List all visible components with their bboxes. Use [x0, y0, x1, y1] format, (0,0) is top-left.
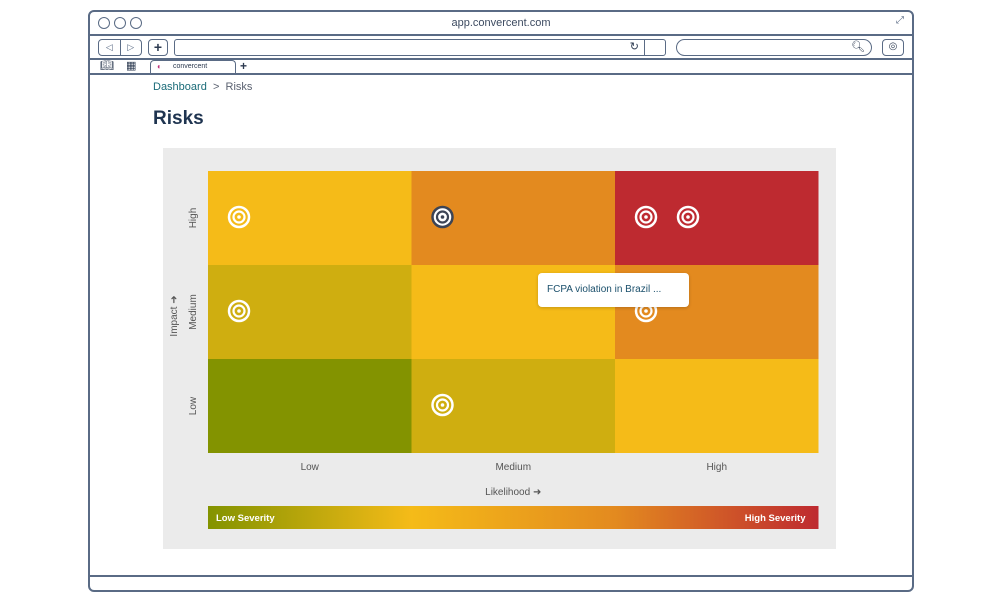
- address-bar[interactable]: ↻: [174, 39, 666, 56]
- browser-window: app.convercent.com ⤢ ◁ ▷ + ↻ 🔍︎ ◎ 📖︎ ▦ ◐…: [88, 10, 914, 592]
- browser-toolbar: ◁ ▷ + ↻ 🔍︎ ◎: [90, 36, 912, 60]
- back-button[interactable]: ◁: [99, 40, 121, 55]
- new-tab-button[interactable]: +: [240, 59, 248, 73]
- risk-marker-7-outer-ring[interactable]: [431, 393, 454, 417]
- severity-low-label: Low Severity: [216, 513, 275, 524]
- risk-marker-1-center[interactable]: [237, 215, 241, 219]
- breadcrumb-current: Risks: [225, 81, 253, 93]
- window-title: app.convercent.com: [451, 17, 551, 29]
- risk-marker-2-center[interactable]: [440, 215, 445, 219]
- risk-marker-4-center[interactable]: [686, 215, 690, 219]
- matrix-cell-low-impact-medium-likelihood[interactable]: [411, 359, 616, 453]
- risk-marker-5-outer-ring[interactable]: [227, 299, 251, 323]
- page-content: Dashboard > Risks Risks High Medium Low Imp…: [90, 74, 912, 574]
- toolbar-divider: [90, 58, 912, 60]
- likelihood-axis-label: Likelihood ➜: [485, 487, 541, 498]
- nav-buttons: ◁ ▷: [98, 39, 142, 56]
- risk-marker-5-inner-ring[interactable]: [232, 304, 246, 318]
- convercent-logo-icon: ◐: [157, 62, 162, 71]
- risk-marker-1-outer-ring[interactable]: [227, 205, 251, 229]
- matrix-cell-high-impact-low-likelihood[interactable]: [208, 171, 412, 265]
- close-window-icon[interactable]: [98, 17, 110, 29]
- severity-high-label: High Severity: [745, 513, 806, 524]
- risk-marker-1-inner-ring[interactable]: [232, 210, 246, 224]
- severity-scale-bar: [208, 506, 819, 529]
- impact-label-low: Low: [188, 396, 199, 415]
- impact-label-medium: Medium: [188, 294, 199, 330]
- fullscreen-icon[interactable]: ⤢: [896, 15, 904, 26]
- risk-tooltip[interactable]: FCPA violation in Brazil ...: [538, 273, 689, 307]
- risk-marker-3-inner-ring[interactable]: [639, 210, 653, 224]
- breadcrumb: Dashboard > Risks: [153, 81, 252, 93]
- matrix-cell-low-impact-high-likelihood[interactable]: [615, 359, 819, 453]
- bookmarks-icon[interactable]: 📖︎: [100, 60, 114, 72]
- impact-axis-label: Impact ➜: [169, 295, 180, 336]
- risk-marker-4-inner-ring[interactable]: [681, 210, 695, 224]
- titlebar-divider: [90, 34, 912, 36]
- risk-marker-4-outer-ring[interactable]: [676, 205, 700, 229]
- address-divider: [643, 39, 645, 55]
- impact-label-high: High: [188, 208, 199, 229]
- minimize-window-icon[interactable]: [114, 17, 126, 29]
- risk-marker-7-center[interactable]: [440, 403, 445, 407]
- title-bar: app.convercent.com ⤢: [90, 12, 912, 36]
- tab-bar: 📖︎ ▦ ◐ convercent +: [90, 59, 912, 74]
- apps-grid-icon[interactable]: ▦: [126, 60, 137, 72]
- likelihood-label-high: High: [706, 462, 727, 473]
- risk-matrix-panel: High Medium Low Impact ➜ Low Medium High Likeli…: [163, 148, 836, 549]
- likelihood-label-medium: Medium: [495, 462, 531, 473]
- forward-button[interactable]: ▷: [127, 42, 135, 52]
- reload-icon[interactable]: ↻: [629, 41, 639, 53]
- page-title: Risks: [153, 108, 204, 129]
- tab-convercent[interactable]: ◐ convercent: [150, 60, 236, 74]
- new-window-button[interactable]: +: [148, 39, 168, 56]
- download-icon[interactable]: ◎: [882, 39, 904, 56]
- risk-marker-7-inner-ring[interactable]: [435, 398, 450, 412]
- risk-marker-5-center[interactable]: [237, 309, 241, 313]
- matrix-cell-high-impact-high-likelihood[interactable]: [615, 171, 819, 265]
- likelihood-label-low: Low: [301, 462, 320, 473]
- breadcrumb-dashboard-link[interactable]: Dashboard: [153, 81, 207, 93]
- risk-matrix: High Medium Low Impact ➜ Low Medium High Likeli…: [169, 171, 819, 529]
- matrix-cell-low-impact-low-likelihood[interactable]: [208, 359, 412, 453]
- tabbar-divider: [90, 73, 912, 75]
- matrix-cell-medium-impact-low-likelihood[interactable]: [208, 265, 412, 359]
- search-icon[interactable]: 🔍︎: [851, 41, 865, 53]
- search-field[interactable]: 🔍︎: [676, 39, 872, 56]
- status-bar-divider: [90, 575, 912, 577]
- risk-marker-3-center[interactable]: [644, 215, 648, 219]
- breadcrumb-separator: >: [212, 81, 220, 93]
- zoom-window-icon[interactable]: [130, 17, 142, 29]
- risk-marker-3-outer-ring[interactable]: [634, 205, 658, 229]
- tab-label: convercent: [173, 63, 208, 70]
- risk-marker-6-center[interactable]: [644, 309, 648, 313]
